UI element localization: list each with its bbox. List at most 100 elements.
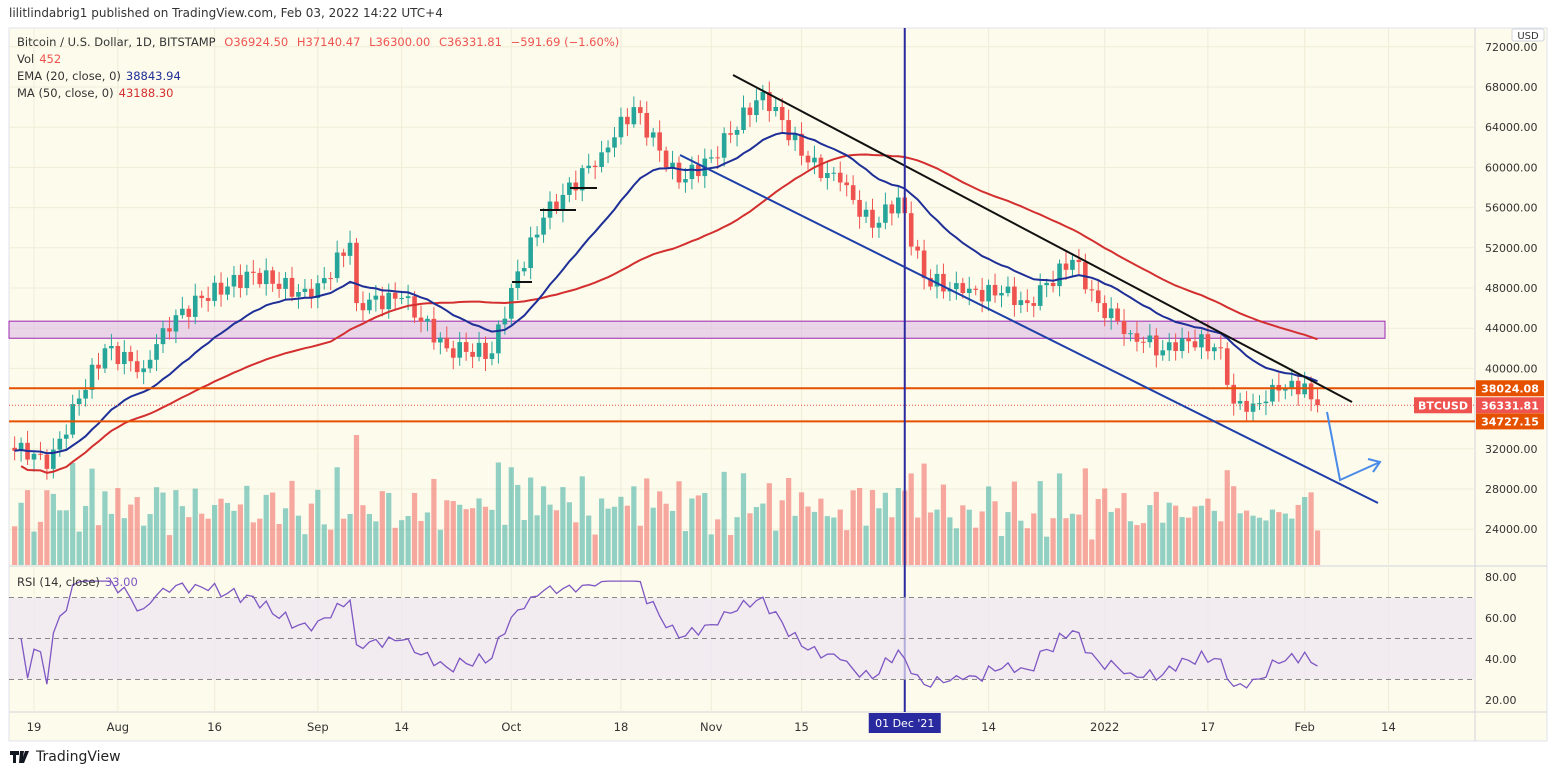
volume-bar <box>1127 521 1134 565</box>
volume-bar <box>940 484 947 565</box>
tradingview-logo-icon <box>10 751 29 763</box>
candle-body <box>1044 282 1049 286</box>
candle-body <box>1076 259 1082 263</box>
candle-body <box>767 92 772 112</box>
volume-bar <box>437 529 443 565</box>
volume-legend: Vol 452 <box>17 52 66 66</box>
volume-bar <box>605 508 611 565</box>
candle-body <box>315 283 321 299</box>
volume-bar <box>250 522 256 565</box>
candle-body <box>876 222 882 228</box>
candle-body <box>438 337 443 343</box>
volume-bar <box>1063 518 1069 565</box>
volume-bar <box>450 501 456 565</box>
volume-bar <box>515 484 521 565</box>
volume-bar <box>147 514 153 565</box>
candle-body <box>270 270 275 284</box>
candle-body <box>1070 259 1075 270</box>
candle-body <box>1166 342 1172 351</box>
volume-bar <box>592 534 598 565</box>
volume-bar <box>695 495 701 565</box>
volume-bar <box>773 530 779 565</box>
ma-value: 43188.30 <box>118 86 174 100</box>
candle-body <box>1128 333 1133 335</box>
volume-bar <box>431 478 437 565</box>
candle-body <box>567 182 572 195</box>
candle-body <box>1270 384 1275 402</box>
volume-bar <box>586 515 592 565</box>
volume-bar <box>1314 530 1321 565</box>
candle-body <box>431 318 437 343</box>
volume-bar <box>308 503 314 565</box>
candle-body <box>554 201 559 211</box>
candle-body <box>586 165 591 169</box>
volume-bar <box>1295 504 1301 565</box>
candle-body <box>825 173 830 179</box>
volume-bar <box>102 491 108 565</box>
volume-bar <box>179 506 185 565</box>
volume-bar <box>1173 505 1179 565</box>
volume-bar <box>1166 502 1172 565</box>
candle-body <box>192 295 198 317</box>
volume-bar <box>1256 517 1263 565</box>
candle-body <box>954 283 959 290</box>
candle-body <box>908 213 914 247</box>
candle-body <box>367 299 372 311</box>
candle-body <box>792 133 798 141</box>
volume-bar <box>366 513 372 565</box>
volume-bar <box>1269 509 1275 565</box>
volume-bar <box>353 435 360 565</box>
candle-body <box>1218 347 1224 349</box>
volume-bar <box>728 535 734 565</box>
volume-bar <box>334 467 340 565</box>
support-price-tag-bg <box>1476 413 1544 430</box>
volume-bar <box>1095 499 1101 565</box>
candle-body <box>450 348 456 358</box>
volume-bar <box>1211 510 1217 565</box>
candle-body <box>1257 403 1262 405</box>
tradingview-logo[interactable]: TradingView <box>10 749 121 765</box>
candle-body <box>928 277 933 287</box>
volume-bar <box>128 504 134 565</box>
volume-bar <box>1308 492 1314 565</box>
volume-bar <box>779 500 785 565</box>
volume-bar <box>231 510 237 565</box>
volume-bar <box>63 510 69 565</box>
volume-bar <box>321 524 327 565</box>
volume-bar <box>915 517 921 565</box>
volume-bar <box>50 493 56 565</box>
volume-bar <box>631 486 637 565</box>
candle-body <box>70 404 75 435</box>
volume-bar <box>1050 518 1056 565</box>
candle-body <box>1160 350 1166 356</box>
volume-bar <box>1076 514 1082 565</box>
last-price-tag-bg <box>1476 397 1544 414</box>
volume-bar <box>837 509 843 565</box>
candle-body <box>1244 400 1249 412</box>
volume-bar <box>108 513 114 565</box>
candle-body <box>631 107 637 125</box>
candle-body <box>786 120 791 141</box>
candle-body <box>1231 384 1236 404</box>
volume-bar <box>1263 520 1269 565</box>
candle-body <box>915 246 920 251</box>
candle-body <box>683 179 688 183</box>
candle-body <box>31 453 37 460</box>
candle-body <box>1250 403 1256 412</box>
candle-body <box>986 284 991 302</box>
volume-bar <box>921 463 927 565</box>
volume-bar <box>12 526 18 565</box>
volume-bar <box>1153 491 1159 565</box>
volume-bar <box>792 515 798 565</box>
volume-bar <box>218 498 224 565</box>
volume-bar <box>70 462 76 565</box>
candle-body <box>515 271 521 288</box>
candle-body <box>399 298 404 300</box>
descending-trendline-lower <box>679 154 1379 504</box>
candle-body <box>818 157 824 179</box>
candle-body <box>83 389 88 399</box>
volume-bar <box>734 517 740 565</box>
volume-bar <box>611 506 618 565</box>
ma-50-line <box>20 153 1318 474</box>
